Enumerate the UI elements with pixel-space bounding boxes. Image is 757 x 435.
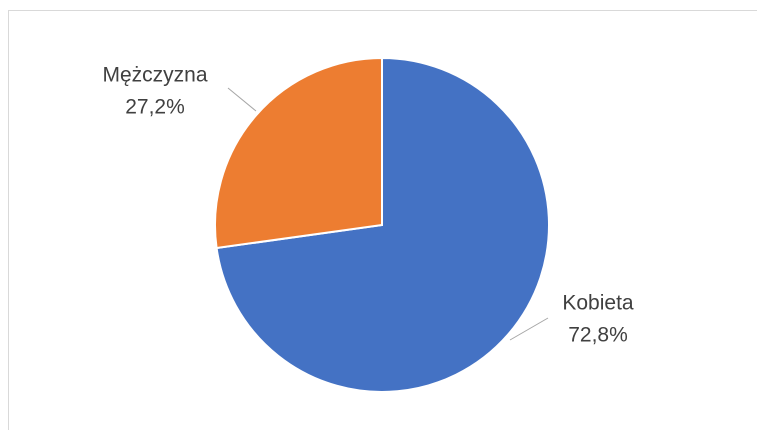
data-label-category: Mężczyzna (102, 64, 207, 87)
data-label-category: Kobieta (562, 292, 634, 315)
data-label-value: 72,8% (568, 324, 628, 347)
data-label-value: 27,2% (125, 96, 185, 119)
